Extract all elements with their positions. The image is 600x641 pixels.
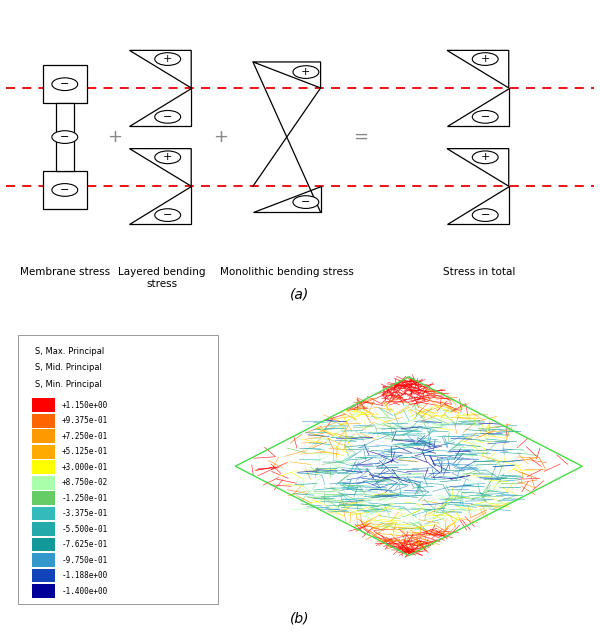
Circle shape xyxy=(472,53,498,65)
Text: S, Min. Principal: S, Min. Principal xyxy=(35,380,102,389)
Text: -9.750e-01: -9.750e-01 xyxy=(62,556,108,565)
Text: +: + xyxy=(481,153,490,162)
Text: Membrane stress: Membrane stress xyxy=(20,267,110,277)
Bar xyxy=(32,538,55,551)
Polygon shape xyxy=(253,62,320,88)
Text: −: − xyxy=(60,79,70,89)
Bar xyxy=(18,335,218,604)
Circle shape xyxy=(52,183,78,196)
Bar xyxy=(43,65,87,103)
Text: -1.400e+00: -1.400e+00 xyxy=(62,587,108,595)
Circle shape xyxy=(472,151,498,163)
Circle shape xyxy=(293,65,319,78)
Text: +: + xyxy=(301,67,311,77)
Text: -7.625e-01: -7.625e-01 xyxy=(62,540,108,549)
Bar xyxy=(32,445,55,458)
Bar xyxy=(56,103,74,171)
Text: +: + xyxy=(481,54,490,64)
Text: -1.250e-01: -1.250e-01 xyxy=(62,494,108,503)
Text: Layered bending
stress: Layered bending stress xyxy=(118,267,206,288)
Polygon shape xyxy=(130,186,191,224)
Circle shape xyxy=(293,196,319,208)
Bar xyxy=(32,522,55,536)
Text: +8.750e-02: +8.750e-02 xyxy=(62,478,108,487)
Text: S, Max. Principal: S, Max. Principal xyxy=(35,347,104,356)
Text: +5.125e-01: +5.125e-01 xyxy=(62,447,108,456)
Circle shape xyxy=(155,151,181,163)
Text: (a): (a) xyxy=(290,288,310,302)
Text: −: − xyxy=(163,112,172,122)
Text: +7.250e-01: +7.250e-01 xyxy=(62,432,108,441)
Bar xyxy=(32,399,55,412)
Text: +: + xyxy=(163,153,172,162)
Polygon shape xyxy=(447,88,509,126)
Text: +: + xyxy=(213,128,228,146)
Text: −: − xyxy=(301,197,311,207)
Text: Stress in total: Stress in total xyxy=(443,267,515,277)
Bar xyxy=(32,553,55,567)
Circle shape xyxy=(155,53,181,65)
Polygon shape xyxy=(447,186,509,224)
Polygon shape xyxy=(447,51,509,88)
Text: +: + xyxy=(107,128,122,146)
Polygon shape xyxy=(253,186,320,212)
Circle shape xyxy=(52,78,78,90)
Text: −: − xyxy=(481,210,490,220)
Bar xyxy=(32,585,55,598)
Text: +3.000e-01: +3.000e-01 xyxy=(62,463,108,472)
Polygon shape xyxy=(130,88,191,126)
Circle shape xyxy=(472,110,498,123)
Polygon shape xyxy=(130,51,191,88)
Circle shape xyxy=(52,131,78,144)
Circle shape xyxy=(155,209,181,221)
Text: −: − xyxy=(60,132,70,142)
Text: +9.375e-01: +9.375e-01 xyxy=(62,416,108,425)
Polygon shape xyxy=(447,149,509,186)
Polygon shape xyxy=(130,149,191,186)
Bar xyxy=(43,171,87,209)
Circle shape xyxy=(472,209,498,221)
Circle shape xyxy=(155,110,181,123)
Bar xyxy=(32,476,55,490)
Bar xyxy=(32,414,55,428)
Bar xyxy=(32,569,55,583)
Text: +: + xyxy=(163,54,172,64)
Text: −: − xyxy=(163,210,172,220)
Text: -5.500e-01: -5.500e-01 xyxy=(62,524,108,534)
Bar xyxy=(32,460,55,474)
Text: +1.150e+00: +1.150e+00 xyxy=(62,401,108,410)
Text: −: − xyxy=(60,185,70,195)
Text: (b): (b) xyxy=(290,611,310,625)
Text: -3.375e-01: -3.375e-01 xyxy=(62,509,108,518)
Text: Monolithic bending stress: Monolithic bending stress xyxy=(220,267,353,277)
Text: -1.188e+00: -1.188e+00 xyxy=(62,571,108,580)
Text: S, Mid. Principal: S, Mid. Principal xyxy=(35,363,102,372)
Bar xyxy=(32,429,55,443)
Text: −: − xyxy=(481,112,490,122)
Text: =: = xyxy=(353,128,368,146)
Bar xyxy=(32,507,55,520)
Bar xyxy=(32,492,55,505)
